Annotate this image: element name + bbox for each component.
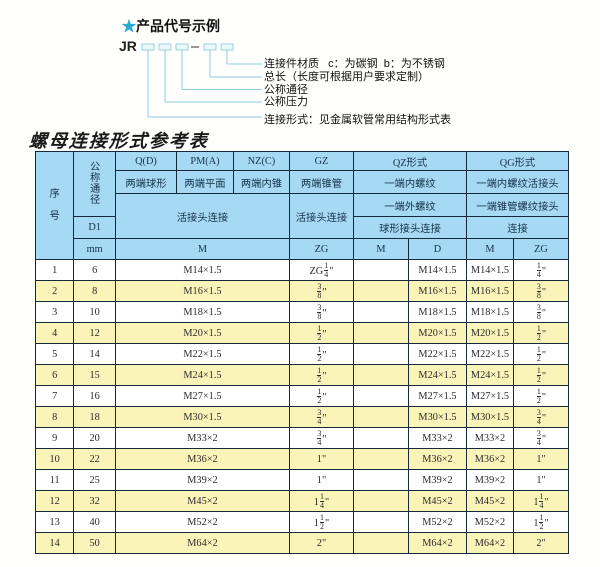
svg-text:JR: JR <box>119 38 137 54</box>
